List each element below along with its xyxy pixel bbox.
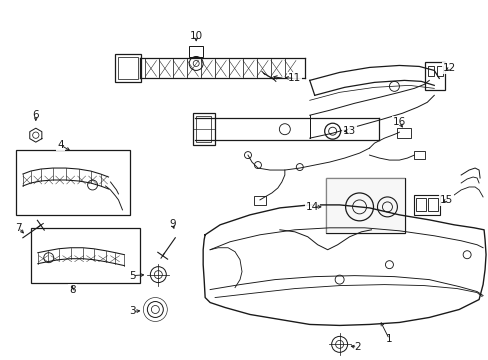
Text: 15: 15 [439, 195, 452, 205]
Bar [427, 67, 433, 76]
Text: 10: 10 [189, 31, 203, 41]
Bar [325, 178, 405, 233]
Text: 8: 8 [69, 284, 76, 294]
Bar [397, 128, 410, 138]
Text: 6: 6 [32, 110, 39, 120]
Bar [425, 62, 444, 90]
Bar [118, 58, 138, 80]
Text: 2: 2 [353, 342, 360, 352]
Bar [436, 67, 442, 76]
Bar [115, 54, 141, 82]
Bar [325, 178, 405, 233]
Text: 7: 7 [16, 223, 22, 233]
Bar [253, 196, 265, 205]
Bar [413, 151, 425, 159]
Text: 14: 14 [305, 202, 319, 212]
Bar [413, 195, 439, 215]
Bar [189, 45, 203, 58]
Text: 16: 16 [392, 117, 405, 127]
Text: 5: 5 [129, 271, 136, 281]
Text: 12: 12 [442, 63, 455, 73]
Text: 4: 4 [57, 140, 64, 150]
Text: 13: 13 [342, 126, 355, 136]
Bar [16, 150, 130, 215]
Text: 9: 9 [169, 219, 175, 229]
Text: 11: 11 [287, 73, 301, 84]
Text: 3: 3 [129, 306, 136, 316]
Text: 1: 1 [386, 334, 392, 345]
Bar [31, 228, 140, 283]
Bar [415, 198, 426, 211]
Bar [193, 113, 215, 145]
Bar [427, 198, 437, 211]
Bar [196, 116, 211, 142]
